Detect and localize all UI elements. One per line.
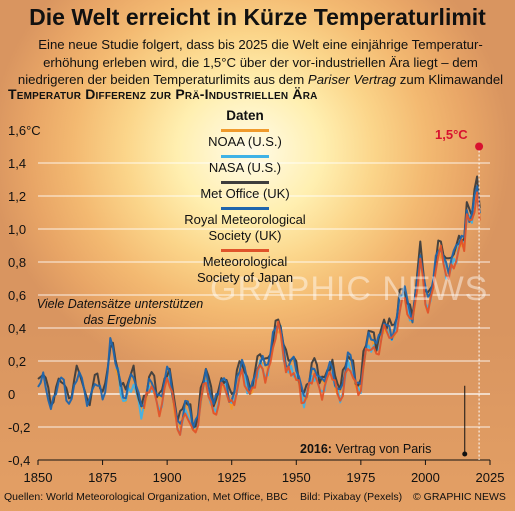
page-title: Die Welt erreicht in Kürze Temperaturlim… xyxy=(29,4,486,30)
annotation-paris: 2016: Vertrag von Paris xyxy=(300,442,431,456)
paris-year: 2016: xyxy=(300,442,332,456)
footer-copyright: © GRAPHIC NEWS xyxy=(413,491,506,503)
y-tick-label: -0,2 xyxy=(8,420,30,435)
y-tick-label: 0,6 xyxy=(8,288,26,303)
limit-dot xyxy=(475,142,484,151)
chart-title: Temperatur Differenz zur Prä-Industriell… xyxy=(8,86,318,102)
annotation-note: Viele Datensätze unterstützen das Ergebn… xyxy=(36,297,204,327)
legend-item-nasa: NASA (U.S.) xyxy=(180,155,310,176)
x-tick-label: 1950 xyxy=(282,470,311,485)
paris-text: Vertrag von Paris xyxy=(331,442,432,456)
legend-label-metoffice: Met Office (UK) xyxy=(200,186,290,201)
subtitle-line-2: erhöhung erleben wird, die 1,5°C über de… xyxy=(43,54,478,70)
x-tick-label: 1875 xyxy=(88,470,117,485)
y-tick-label: 0,2 xyxy=(8,354,26,369)
legend-title: Daten xyxy=(226,108,264,123)
x-tick-label: 1975 xyxy=(346,470,375,485)
x-tick-label: 2000 xyxy=(411,470,440,485)
y-tick-label: -0,4 xyxy=(8,453,30,468)
legend: Daten NOAA (U.S.) NASA (U.S.) Met Office… xyxy=(180,108,310,291)
footer-image-credit: Bild: Pixabay (Pexels) xyxy=(300,491,403,503)
y-tick-label: 0,4 xyxy=(8,321,26,336)
legend-item-rms: Royal Meteorological Society (UK) xyxy=(180,207,310,244)
legend-label-rms: Royal Meteorological Society (UK) xyxy=(184,212,306,243)
x-tick-label: 1850 xyxy=(24,470,53,485)
y-tick-label: 1,6°C xyxy=(8,123,41,138)
series-line xyxy=(142,191,481,436)
legend-item-metoffice: Met Office (UK) xyxy=(180,181,310,202)
y-tick-label: 0 xyxy=(8,387,15,402)
legend-label-noaa: NOAA (U.S.) xyxy=(208,134,282,149)
paris-marker-dot xyxy=(462,451,468,457)
y-tick-label: 1,2 xyxy=(8,189,26,204)
x-tick-label: 1925 xyxy=(217,470,246,485)
watermark: GRAPHIC NEWS xyxy=(210,270,489,308)
subtitle: Eine neue Studie folgert, dass bis 2025 … xyxy=(8,36,513,89)
legend-swatch-japan xyxy=(221,249,269,252)
legend-item-japan: Meteorological Society of Japan xyxy=(180,249,310,286)
subtitle-line-3: niedrigeren der beiden Temperaturlimits … xyxy=(8,71,513,89)
subtitle-line-1: Eine neue Studie folgert, dass bis 2025 … xyxy=(38,37,483,52)
y-tick-label: 1,0 xyxy=(8,222,26,237)
limit-label: 1,5°C xyxy=(435,127,468,142)
y-tick-label: 1,4 xyxy=(8,156,26,171)
y-tick-label: 0,8 xyxy=(8,255,26,270)
legend-label-nasa: NASA (U.S.) xyxy=(208,160,282,175)
legend-swatch-metoffice xyxy=(221,181,269,184)
x-tick-label: 1900 xyxy=(153,470,182,485)
legend-swatch-nasa xyxy=(221,155,269,158)
x-tick-label: 2025 xyxy=(476,470,505,485)
legend-item-noaa: NOAA (U.S.) xyxy=(180,129,310,150)
legend-swatch-rms xyxy=(221,207,269,210)
footer-sources: Quellen: World Meteorological Organizati… xyxy=(4,491,288,503)
subtitle-paris-agreement: Pariser Vertrag xyxy=(307,72,397,87)
legend-label-japan: Meteorological Society of Japan xyxy=(196,254,294,285)
subtitle-line-3c: zum Klimawandel xyxy=(396,72,504,87)
subtitle-line-3a: niedrigeren der beiden Temperaturlimits … xyxy=(17,72,308,87)
legend-swatch-noaa xyxy=(221,129,269,132)
